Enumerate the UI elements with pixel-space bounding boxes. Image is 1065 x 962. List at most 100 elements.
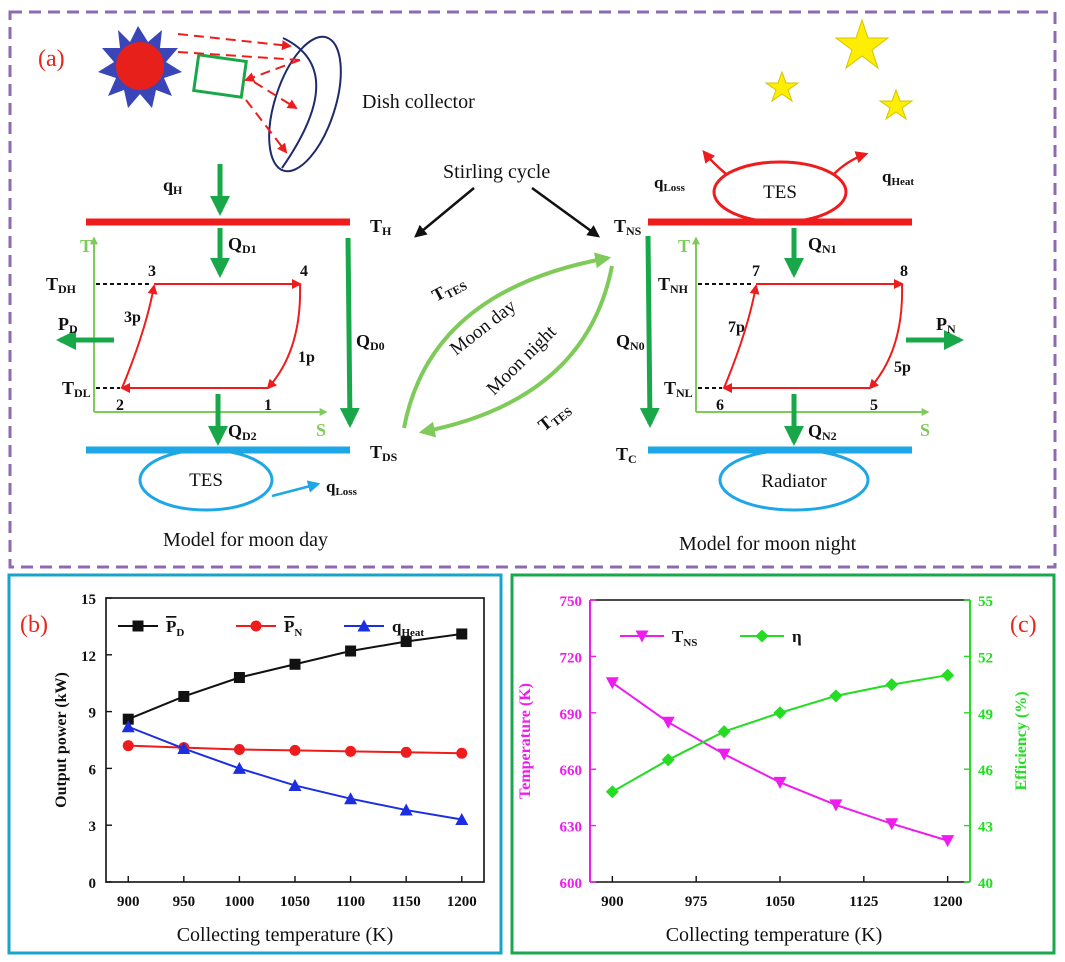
- qheat-night-arrow: [833, 151, 869, 175]
- point-3p: 3p: [124, 309, 141, 326]
- data-point: [288, 778, 302, 791]
- legend-label: qHeat: [392, 617, 424, 639]
- y-right-axis-label: Efficiency (%): [1013, 691, 1030, 790]
- qloss-day-arrow: [271, 480, 321, 498]
- y-right-tick-label: 46: [978, 763, 994, 779]
- stirling-cycle-day: [120, 279, 302, 393]
- data-point: [232, 761, 246, 774]
- data-point: [773, 776, 787, 789]
- point-2: 2: [116, 397, 124, 414]
- legend-marker: [635, 630, 649, 643]
- tes-day-ellipse: [138, 448, 274, 512]
- point-6: 6: [716, 397, 724, 414]
- y-tick-label: 9: [89, 706, 97, 722]
- TC-label: TC: [616, 444, 637, 466]
- stirling-arrow-left: [414, 187, 475, 238]
- TDS-label: TDS: [370, 442, 398, 464]
- PN-label: PN: [936, 314, 956, 336]
- stirling-arrow-right: [531, 186, 601, 238]
- data-point: [885, 818, 899, 831]
- star-icon: [834, 18, 890, 70]
- x-tick-label: 1000: [224, 894, 254, 910]
- legend-marker: [132, 620, 144, 632]
- panel-c: (c) 900 975 1050 1125 1200 600 630 660 690 720 750…: [510, 573, 1056, 955]
- star-icon: [764, 70, 800, 103]
- y-right-tick-label: 55: [978, 594, 993, 610]
- data-point: [121, 720, 135, 733]
- qheat-night-label: qHeat: [882, 167, 914, 188]
- y-right-tick-label: 52: [978, 650, 993, 666]
- receiver-icon: [192, 53, 248, 99]
- point-1: 1: [264, 397, 272, 414]
- data-point: [177, 742, 191, 755]
- data-point: [829, 799, 843, 812]
- legend-marker: [357, 619, 371, 632]
- data-point: [345, 645, 357, 657]
- TDH-label: TDH: [46, 274, 77, 296]
- QD2-label: QD2: [228, 421, 257, 443]
- moon-night-model: TES qLoss qHeat TNS QN1 QN0 T S TNH TNL: [614, 150, 964, 555]
- y-left-tick-label: 750: [560, 594, 583, 610]
- data-point: [773, 706, 787, 720]
- series-line-2: [611, 674, 948, 793]
- tes-night-label: TES: [763, 182, 797, 203]
- dish-collector-icon: [268, 35, 342, 173]
- qH-label: qH: [163, 175, 183, 197]
- TNL-label: TNL: [664, 378, 693, 400]
- ttes-bottom-label: TTES: [534, 398, 575, 437]
- chart-c: 900 975 1050 1125 1200 600 630 660 690 720 750 40 43…: [517, 594, 1030, 946]
- panel-a-label: (a): [38, 46, 65, 72]
- ttes-top-label: TTES: [428, 271, 469, 307]
- data-point: [233, 743, 245, 755]
- x-tick-label: 1200: [447, 894, 477, 910]
- ts-night-axis-s-label: S: [920, 420, 930, 440]
- y-left-tick-label: 660: [560, 763, 583, 779]
- radiator-label: Radiator: [761, 471, 827, 492]
- QN1-label: QN1: [808, 234, 837, 256]
- qloss-night-label: qLoss: [654, 173, 686, 194]
- TDL-label: TDL: [62, 378, 91, 400]
- TNS-label: TNS: [614, 216, 642, 238]
- y-right-tick-label: 49: [978, 707, 993, 723]
- x-axis-label: Collecting temperature (K): [666, 924, 883, 946]
- data-point: [344, 792, 358, 805]
- ts-axis-s-label: S: [316, 420, 326, 440]
- QN0-label: QN0: [616, 331, 645, 353]
- data-point: [233, 672, 245, 684]
- star-icon: [878, 88, 914, 121]
- data-point: [605, 785, 619, 799]
- x-tick-label: 1125: [849, 894, 878, 910]
- stirling-cycle-label: Stirling cycle: [443, 161, 550, 183]
- x-tick-label: 1050: [280, 894, 310, 910]
- data-point: [122, 713, 134, 725]
- legend-label: PD: [166, 617, 184, 639]
- data-point: [289, 744, 301, 756]
- y-left-tick-label: 600: [560, 876, 583, 892]
- y-left-tick-label: 720: [560, 650, 583, 666]
- x-tick-label: 1050: [765, 894, 795, 910]
- moon-day-model: qH TH QD1 QD0 T S TDH TDL: [46, 164, 398, 551]
- panel-c-border: [510, 573, 1056, 955]
- TH-label: TH: [370, 216, 392, 238]
- y-tick-label: 3: [89, 819, 97, 835]
- point-4: 4: [300, 263, 308, 280]
- data-point: [345, 745, 357, 757]
- tes-day-label: TES: [189, 470, 223, 491]
- point-7: 7: [752, 263, 760, 280]
- x-tick-label: 900: [601, 894, 624, 910]
- series-line-1: [127, 632, 462, 721]
- legend-label: TNS: [672, 627, 697, 649]
- data-point: [289, 658, 301, 670]
- y-tick-label: 6: [89, 762, 97, 778]
- y-tick-label: 0: [89, 876, 97, 892]
- moon-night-curve-label: Moon night: [483, 321, 561, 399]
- y-left-tick-label: 690: [560, 707, 583, 723]
- point-5p: 5p: [894, 359, 911, 376]
- data-point: [661, 716, 675, 729]
- legend-label: PN: [284, 617, 302, 639]
- star-icons: [764, 18, 914, 121]
- y-left-tick-label: 630: [560, 820, 583, 836]
- caption-moon-night: Model for moon night: [679, 533, 857, 555]
- QN0-arrow: [639, 235, 660, 428]
